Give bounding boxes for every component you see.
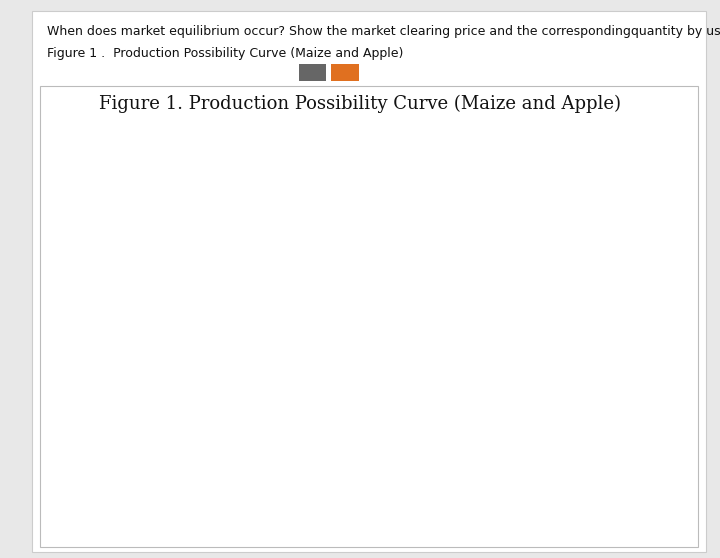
Text: C: C xyxy=(229,334,235,344)
Text: D: D xyxy=(298,276,306,286)
Text: $Y_A$: $Y_A$ xyxy=(66,290,79,304)
Text: $Y_B$: $Y_B$ xyxy=(66,386,79,400)
Text: X: X xyxy=(423,511,434,525)
Text: $X_B$: $X_B$ xyxy=(293,521,308,535)
Text: Figure 1. Production Possibility Curve (Maize and Apple): Figure 1. Production Possibility Curve (… xyxy=(99,95,621,113)
Text: B: B xyxy=(305,382,312,392)
Text: PPF: PPF xyxy=(318,465,338,475)
Text: Y: Y xyxy=(77,187,87,201)
Text: Figure 1 .  Production Possibility Curve (Maize and Apple): Figure 1 . Production Possibility Curve … xyxy=(47,47,403,60)
Text: A: A xyxy=(191,286,197,296)
Text: $X_A$: $X_A$ xyxy=(179,521,194,535)
Text: When does market equilibrium occur? Show the market clearing price and the corre: When does market equilibrium occur? Show… xyxy=(47,25,720,38)
